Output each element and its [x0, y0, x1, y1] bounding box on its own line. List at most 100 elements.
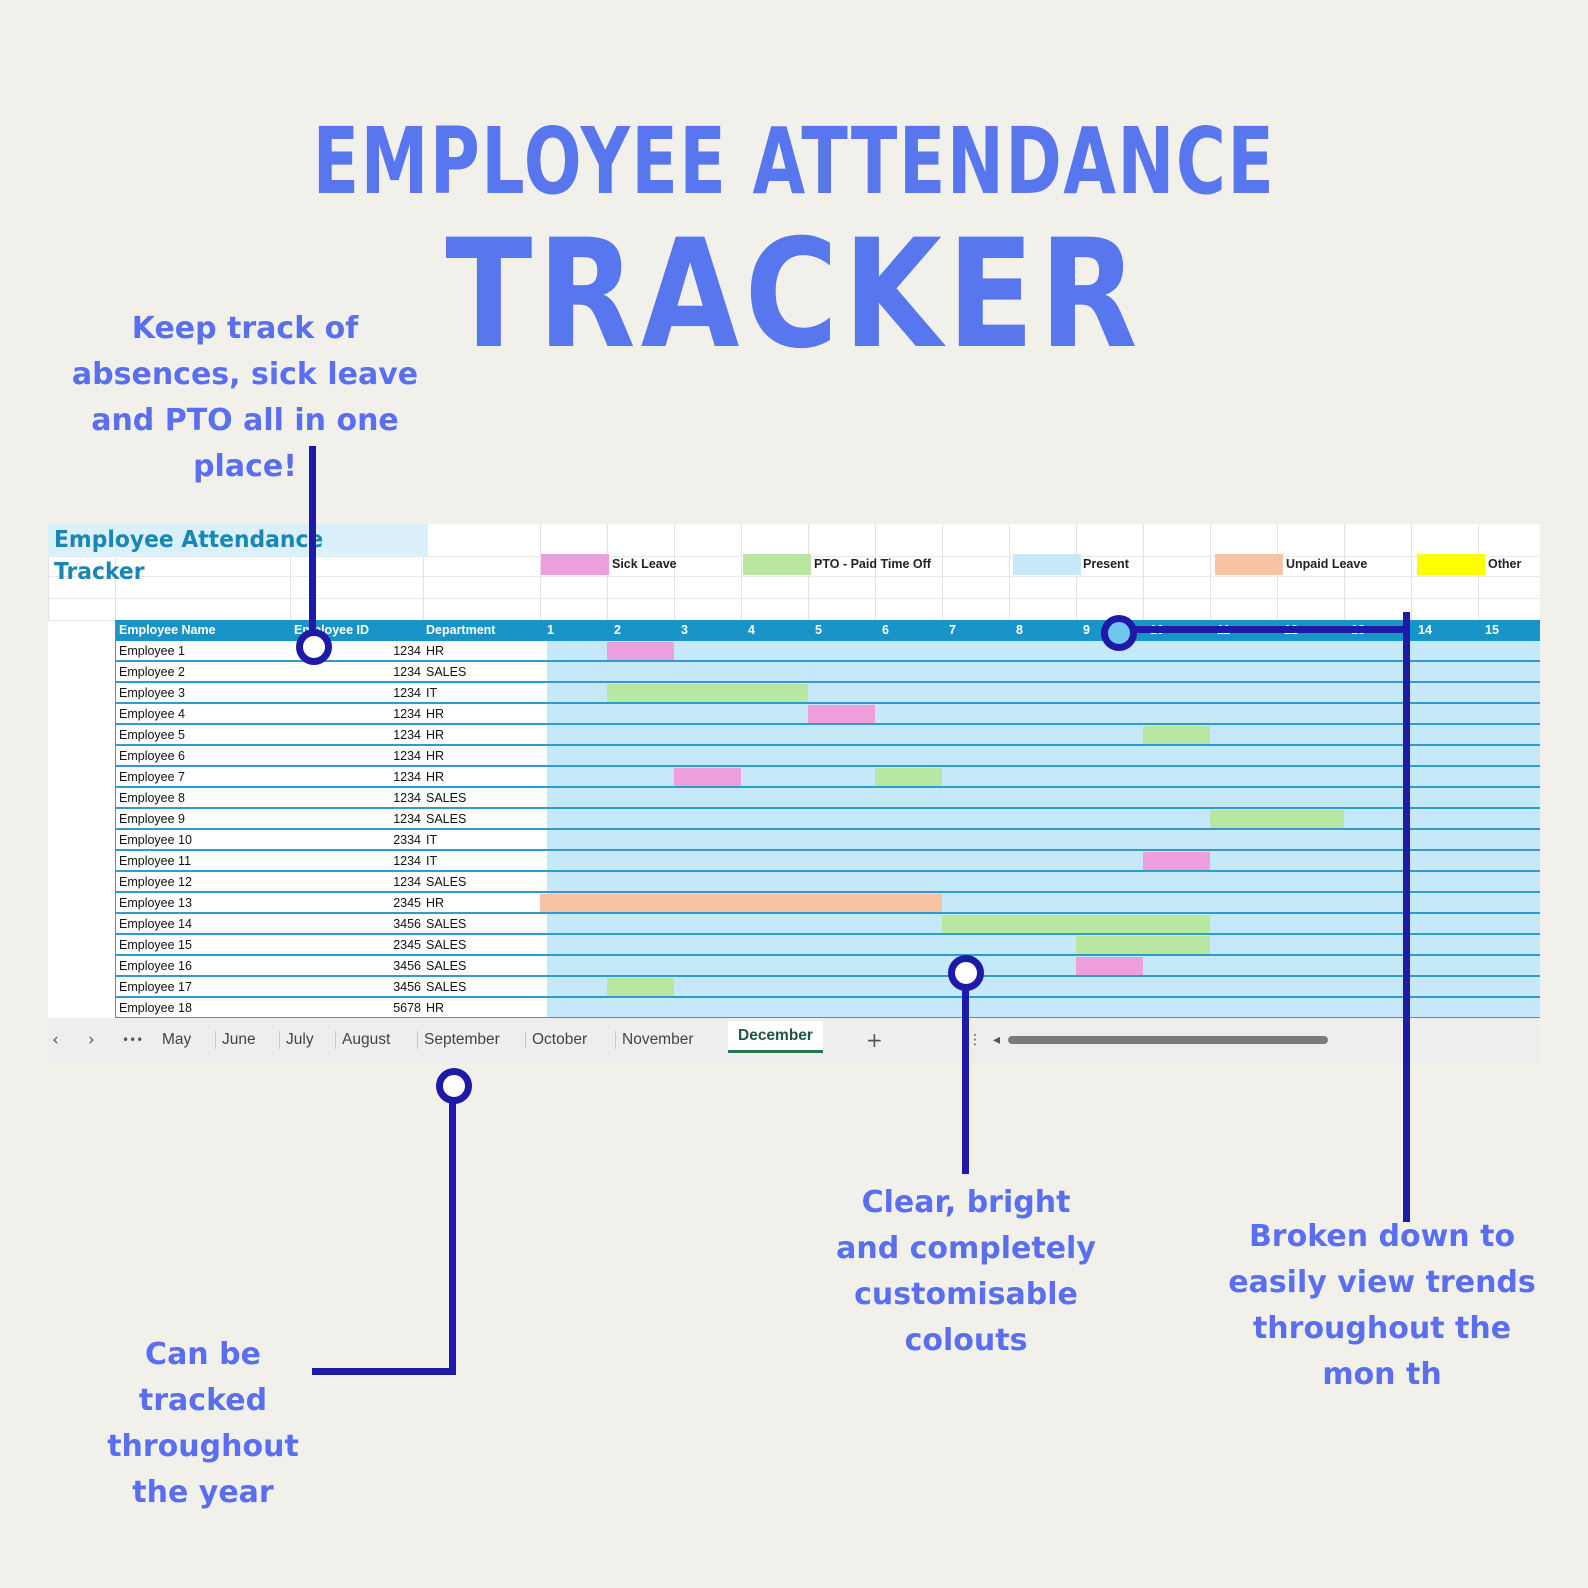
employee-id-cell[interactable]: 3456	[393, 959, 421, 973]
department-cell[interactable]: SALES	[426, 938, 467, 952]
leave-bar-pto[interactable]	[875, 768, 942, 786]
employee-id-cell[interactable]: 2345	[393, 896, 421, 910]
employee-name-cell[interactable]: Employee 17	[119, 980, 192, 994]
department-cell[interactable]: IT	[426, 833, 438, 847]
day-header[interactable]: 4	[748, 623, 755, 637]
employee-id-cell[interactable]: 1234	[393, 770, 421, 784]
horizontal-scrollbar[interactable]	[1008, 1036, 1328, 1044]
employee-id-cell[interactable]: 1234	[393, 728, 421, 742]
employee-name-cell[interactable]: Employee 11	[119, 854, 192, 868]
employee-name-cell[interactable]: Employee 3	[119, 686, 186, 700]
leave-bar-unpaid[interactable]	[540, 894, 942, 912]
more-sheets-icon[interactable]: •••	[122, 1033, 144, 1047]
leave-bar-pto[interactable]	[1210, 810, 1344, 828]
employee-name-cell[interactable]: Employee 14	[119, 917, 192, 931]
employee-name-cell[interactable]: Employee 6	[119, 749, 186, 763]
employee-id-cell[interactable]: 5678	[393, 1001, 421, 1015]
next-sheet-icon[interactable]: ›	[88, 1030, 95, 1050]
department-cell[interactable]: SALES	[426, 875, 467, 889]
employee-name-cell[interactable]: Employee 2	[119, 665, 186, 679]
employee-name-cell[interactable]: Employee 8	[119, 791, 186, 805]
employee-name-cell[interactable]: Employee 13	[119, 896, 192, 910]
employee-id-cell[interactable]: 1234	[393, 812, 421, 826]
day-header[interactable]: 1	[547, 623, 554, 637]
present-fill	[547, 809, 1540, 828]
tab-june[interactable]: June	[222, 1031, 256, 1048]
tab-august[interactable]: August	[342, 1031, 391, 1048]
employee-id-cell[interactable]: 1234	[393, 644, 421, 658]
employee-id-cell[interactable]: 2345	[393, 938, 421, 952]
employee-name-cell[interactable]: Employee 5	[119, 728, 186, 742]
leave-bar-pto[interactable]	[607, 978, 674, 996]
day-header[interactable]: 9	[1083, 623, 1090, 637]
employee-id-cell[interactable]: 1234	[393, 854, 421, 868]
employee-id-cell[interactable]: 1234	[393, 791, 421, 805]
department-cell[interactable]: SALES	[426, 812, 467, 826]
leave-bar-sick[interactable]	[808, 705, 875, 723]
day-header[interactable]: 3	[681, 623, 688, 637]
pointer-line-2-vertical	[449, 1084, 456, 1374]
department-cell[interactable]: HR	[426, 728, 445, 742]
employee-name-cell[interactable]: Employee 10	[119, 833, 192, 847]
employee-name-cell[interactable]: Employee 15	[119, 938, 192, 952]
tab-november[interactable]: November	[622, 1031, 694, 1048]
leave-bar-sick[interactable]	[1076, 957, 1143, 975]
day-header[interactable]: 14	[1418, 623, 1432, 637]
department-cell[interactable]: SALES	[426, 980, 467, 994]
day-header[interactable]: 6	[882, 623, 889, 637]
employee-id-cell[interactable]: 1234	[393, 749, 421, 763]
department-cell[interactable]: HR	[426, 749, 445, 763]
employee-id-cell[interactable]: 2334	[393, 833, 421, 847]
leave-bar-sick[interactable]	[674, 768, 741, 786]
department-cell[interactable]: HR	[426, 770, 445, 784]
employee-name-cell[interactable]: Employee 9	[119, 812, 186, 826]
employee-id-cell[interactable]: 1234	[393, 875, 421, 889]
department-cell[interactable]: HR	[426, 707, 445, 721]
pointer-ring-3	[948, 955, 984, 991]
tab-december[interactable]: December	[728, 1021, 823, 1053]
day-header[interactable]: 5	[815, 623, 822, 637]
employee-name-cell[interactable]: Employee 7	[119, 770, 186, 784]
employee-id-cell[interactable]: 1234	[393, 707, 421, 721]
day-header[interactable]: 7	[949, 623, 956, 637]
employee-id-cell[interactable]: 1234	[393, 665, 421, 679]
tab-july[interactable]: July	[286, 1031, 314, 1048]
add-sheet-icon[interactable]: +	[866, 1028, 883, 1052]
employee-name-cell[interactable]: Employee 4	[119, 707, 186, 721]
employee-name-cell[interactable]: Employee 12	[119, 875, 192, 889]
employee-id-cell[interactable]: 3456	[393, 980, 421, 994]
department-cell[interactable]: HR	[426, 644, 445, 658]
day-header[interactable]: 15	[1485, 623, 1499, 637]
prev-sheet-icon[interactable]: ‹	[52, 1030, 59, 1050]
department-cell[interactable]: SALES	[426, 665, 467, 679]
scroll-left-icon[interactable]: ◂	[993, 1032, 1001, 1048]
day-header[interactable]: 8	[1016, 623, 1023, 637]
employee-name-cell[interactable]: Employee 16	[119, 959, 192, 973]
employee-name-cell[interactable]: Employee 18	[119, 1001, 192, 1015]
department-cell[interactable]: SALES	[426, 959, 467, 973]
employee-name-cell[interactable]: Employee 1	[119, 644, 186, 658]
leave-bar-pto[interactable]	[607, 684, 808, 702]
column-header-employee-name[interactable]: Employee Name	[119, 623, 216, 637]
department-cell[interactable]: IT	[426, 854, 438, 868]
options-icon[interactable]: ⋮	[968, 1032, 982, 1048]
sheet-tab-bar: ‹ › ••• May June July August September Octobe…	[48, 1018, 1540, 1064]
department-cell[interactable]: HR	[426, 1001, 445, 1015]
leave-bar-pto[interactable]	[1076, 936, 1210, 954]
department-cell[interactable]: HR	[426, 896, 445, 910]
row-divider	[116, 996, 1540, 998]
employee-id-cell[interactable]: 3456	[393, 917, 421, 931]
leave-bar-sick[interactable]	[1143, 852, 1210, 870]
department-cell[interactable]: IT	[426, 686, 438, 700]
tab-october[interactable]: October	[532, 1031, 588, 1048]
leave-bar-pto[interactable]	[942, 915, 1210, 933]
column-header-department[interactable]: Department	[426, 623, 496, 637]
tab-may[interactable]: May	[162, 1031, 192, 1048]
tab-september[interactable]: September	[424, 1031, 500, 1048]
department-cell[interactable]: SALES	[426, 917, 467, 931]
department-cell[interactable]: SALES	[426, 791, 467, 805]
employee-id-cell[interactable]: 1234	[393, 686, 421, 700]
day-header[interactable]: 2	[614, 623, 621, 637]
leave-bar-pto[interactable]	[1143, 726, 1210, 744]
leave-bar-sick[interactable]	[607, 642, 674, 660]
